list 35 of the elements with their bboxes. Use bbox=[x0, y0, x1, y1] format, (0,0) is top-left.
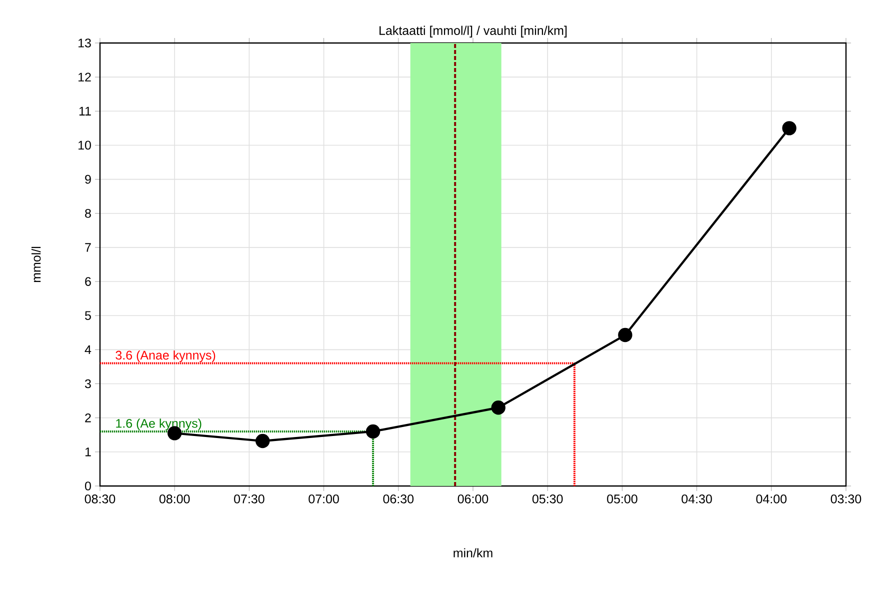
ref-line-label: 1.6 (Ae kynnys) bbox=[116, 418, 202, 430]
x-tick-label: 07:30 bbox=[234, 494, 264, 504]
x-tick-label: 05:30 bbox=[532, 494, 563, 504]
y-tick-label: 12 bbox=[78, 72, 91, 82]
y-tick-label: 9 bbox=[85, 174, 91, 184]
point bbox=[366, 424, 380, 439]
x-tick-label: 05:00 bbox=[607, 494, 638, 504]
x-axis-title: min/km bbox=[454, 548, 492, 558]
chart-title: Laktaatti [mmol/l] / vauhti [min/km] bbox=[380, 26, 567, 38]
y-tick-label: 1 bbox=[85, 448, 91, 456]
x-tick-label: 07:00 bbox=[308, 494, 339, 504]
y-tick-label: 10 bbox=[78, 140, 91, 150]
y-tick-label: 4 bbox=[84, 345, 92, 354]
x-tick-label: 04:30 bbox=[682, 494, 712, 504]
y-tick-label: 7 bbox=[85, 243, 91, 252]
x-tick-label: 04:00 bbox=[756, 494, 787, 504]
y-tick-label: 13 bbox=[78, 38, 91, 48]
y-tick-label: 5 bbox=[85, 311, 91, 320]
x-tick-label: 06:00 bbox=[458, 494, 488, 504]
ref-line-label: 3.6 (Anae kynnys) bbox=[116, 350, 216, 362]
x-tick-label: 03:30 bbox=[830, 494, 862, 504]
y-tick-label: 2 bbox=[85, 413, 91, 422]
point bbox=[618, 328, 632, 342]
point bbox=[782, 121, 796, 136]
x-tick-label: 08:00 bbox=[159, 494, 190, 504]
y-tick-label: 0 bbox=[85, 482, 91, 490]
y-tick-label: 6 bbox=[85, 277, 91, 286]
y-tick-label: 3 bbox=[84, 379, 91, 388]
x-tick-label: 08:30 bbox=[84, 494, 116, 504]
y-tick-label: 8 bbox=[85, 208, 91, 218]
point bbox=[491, 400, 506, 415]
y-tick-label: 11 bbox=[79, 106, 91, 116]
x-tick-label: 06:30 bbox=[383, 494, 414, 504]
y-axis-title: mmol/l bbox=[32, 246, 41, 282]
point bbox=[256, 434, 270, 448]
